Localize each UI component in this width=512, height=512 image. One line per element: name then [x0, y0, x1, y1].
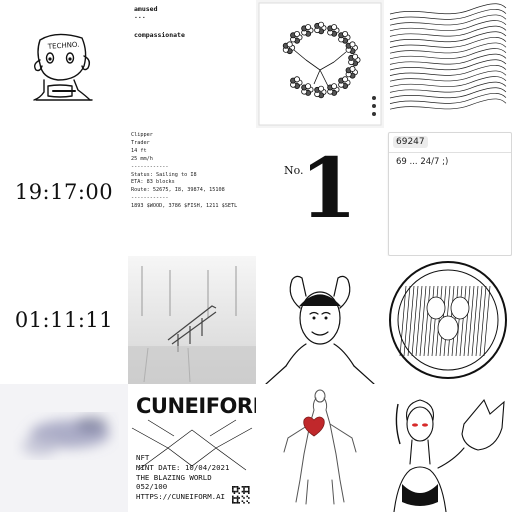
wave-lines-art — [389, 3, 507, 110]
ship-status-line: ETA: 83 blocks — [131, 179, 175, 186]
ship-status-line: Route: 52675, I8, 39874, 15108 — [131, 187, 225, 194]
cuneiform-line: NFT — [136, 453, 150, 462]
card-divider — [389, 152, 511, 153]
tile-robot[interactable]: TECHNO. — [0, 0, 128, 128]
word-top: amused — [134, 5, 158, 13]
robot-badge-text: TECHNO. — [47, 41, 80, 51]
robot-illustration: TECHNO. — [33, 33, 93, 101]
tile-clock-1[interactable]: 19:17:00 — [0, 128, 128, 256]
card-id: 69247 — [393, 136, 428, 148]
clock-time: 19:17:00 — [14, 180, 114, 204]
ship-status-line: 1893 $WOOD, 3786 $FISH, 1211 $SETL — [131, 203, 238, 210]
number-value: 1 — [300, 141, 358, 237]
message-card: 69247 69 ... 24/7 ;) — [388, 132, 512, 256]
cuneiform-line: THE BLAZING WORLD — [136, 472, 212, 482]
ship-status-line: Clipper — [131, 132, 153, 138]
starburst-lines — [131, 419, 253, 471]
qr-code-icon — [232, 486, 250, 504]
tile-wave-lines[interactable] — [384, 0, 512, 128]
cuneiform-line: HTTPS://CUNEIFORM.AI — [136, 492, 225, 502]
tile-blurred-abstract[interactable] — [0, 384, 128, 512]
cuneiform-title: CUNEIFORM — [136, 394, 256, 418]
clock-time: 01:11:11 — [14, 308, 114, 332]
tile-stressed-face[interactable] — [256, 256, 384, 384]
anatomy-heart-art — [283, 389, 357, 505]
tile-clock-2[interactable]: 01:11:11 — [0, 256, 128, 384]
tile-number-one[interactable]: No. 1 — [256, 128, 384, 256]
word-list: amused ... compassionate — [134, 6, 185, 39]
tile-circular-engraving[interactable] — [384, 256, 512, 384]
ship-status-line: ------------ — [131, 163, 169, 170]
tile-circle-flowers[interactable] — [256, 0, 384, 128]
ship-status-line: Status: Sailing to I8 — [131, 171, 197, 178]
cuneiform-line: 052/100 — [136, 482, 168, 492]
ship-status-line: 14 ft — [131, 147, 147, 154]
tile-card[interactable]: 69247 69 ... 24/7 ;) — [384, 128, 512, 256]
blurred-abstract-art — [0, 384, 128, 512]
circle-flower-art — [258, 2, 382, 126]
tile-architecture[interactable] — [128, 256, 256, 384]
cuneiform-line: MINT DATE: 10/04/2021 — [136, 462, 230, 472]
architecture-photo — [128, 256, 256, 384]
ship-status-line: ------------ — [131, 195, 169, 202]
circular-engraving-art — [389, 261, 507, 379]
stressed-face-art — [265, 275, 375, 384]
wolf-woman-art — [393, 398, 505, 512]
number-prefix: No. — [284, 164, 304, 177]
word-bottom: compassionate — [134, 31, 185, 39]
cuneiform-details: NFT MINT DATE: 10/04/2021 THE BLAZING WORL… — [136, 453, 229, 502]
ship-status-line: Trader — [131, 139, 150, 146]
word-dots: ... — [134, 12, 146, 20]
ship-status-text: Clipper Trader 14 ft 25 mm/h ------------ Sta… — [131, 132, 237, 211]
tile-anatomy-heart[interactable] — [256, 384, 384, 512]
tile-words[interactable]: amused ... compassionate — [128, 0, 256, 128]
tile-wolf-woman[interactable] — [384, 384, 512, 512]
ship-status-line: 25 mm/h — [131, 155, 153, 162]
tile-ship-status[interactable]: Clipper Trader 14 ft 25 mm/h ------------ Sta… — [128, 128, 256, 256]
card-text: 69 ... 24/7 ;) — [396, 157, 449, 167]
